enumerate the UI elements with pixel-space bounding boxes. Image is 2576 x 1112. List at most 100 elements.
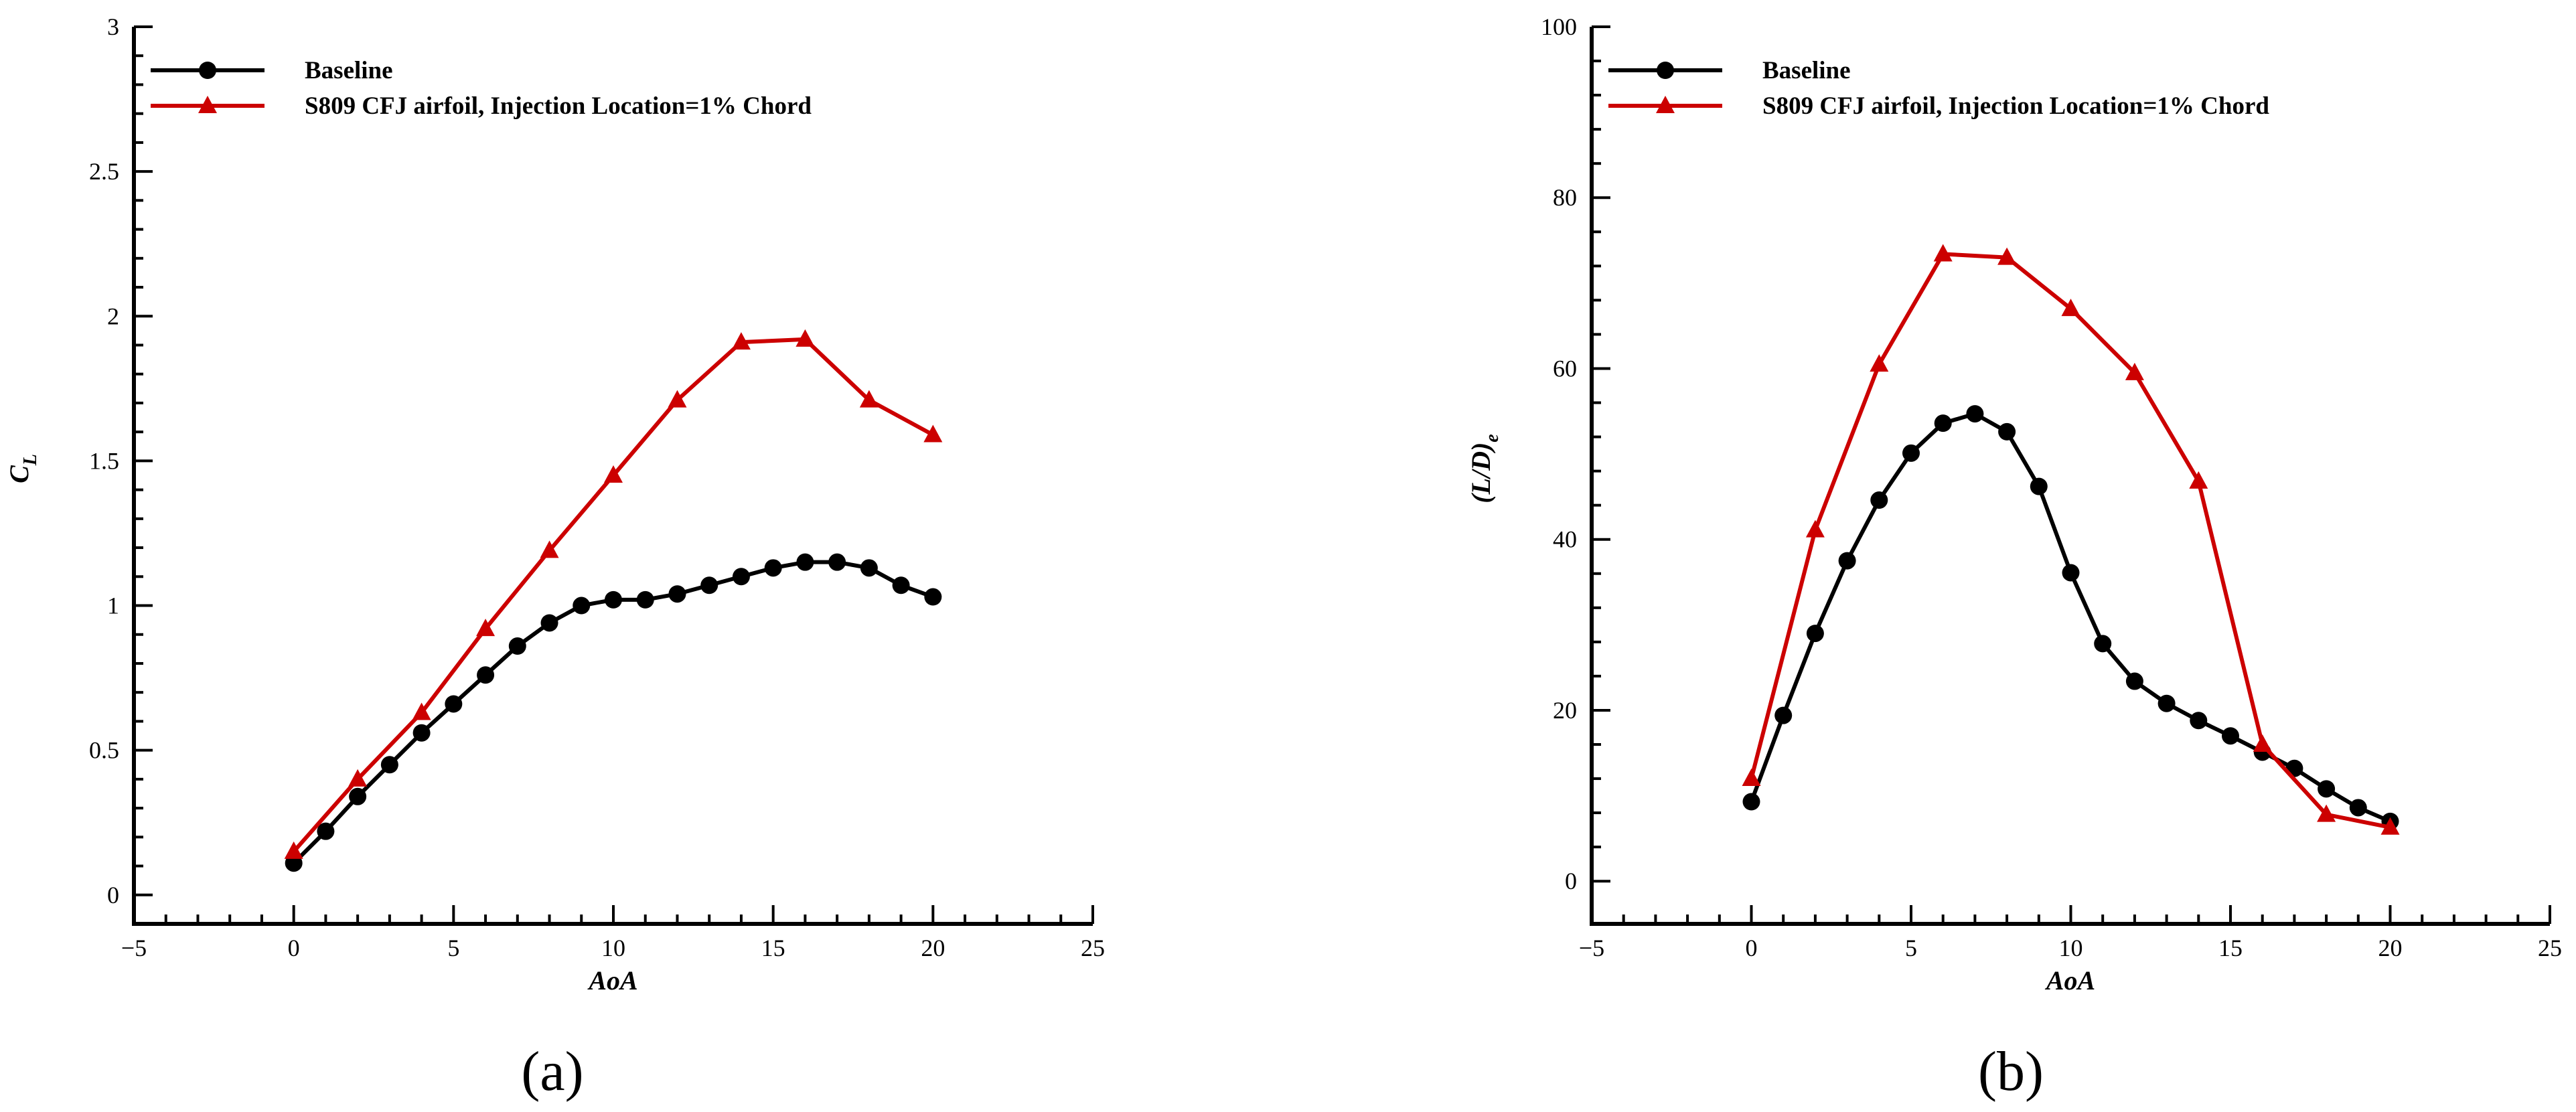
data-point-baseline: [1934, 414, 1952, 432]
x-axis-label: AoA: [587, 965, 637, 996]
data-point-cfj: [1805, 520, 1825, 538]
data-point-cfj: [2125, 362, 2144, 380]
panel-label-b: (b): [1978, 1040, 2044, 1103]
x-tick-label: 0: [1746, 935, 1758, 961]
y-tick-label: 1: [107, 592, 119, 619]
chart-a-cl: −5 0 5 10 15 20 25 0 0.5 1 1.5 2 2.5 3 AoA CL Baseline S8…: [4, 13, 1105, 996]
data-point-cfj: [668, 390, 687, 408]
x-tick-label: 15: [2218, 935, 2243, 961]
x-axis-label: AoA: [2044, 965, 2095, 996]
data-point-baseline: [924, 588, 942, 606]
chart-b-ld: −5 0 5 10 15 20 25 0 20 40 60 80 100 AoA (L/D)e Baselin…: [1466, 13, 2562, 996]
data-point-cfj: [923, 424, 943, 443]
legend-marker-cfj: [1656, 96, 1675, 113]
x-tick-label: −5: [1579, 935, 1604, 961]
data-point-baseline: [317, 822, 335, 840]
y-axis-label-subscript: e: [1482, 434, 1503, 442]
y-tick-label: 1.5: [89, 447, 119, 474]
data-point-cfj: [2317, 804, 2336, 822]
data-point-baseline: [380, 756, 398, 774]
x-tick-label: 5: [1905, 935, 1917, 961]
y-axis-label: (L/D)e: [1466, 434, 1503, 503]
data-point-baseline: [2190, 712, 2208, 730]
y-tick-label: 0: [107, 882, 119, 908]
data-point-cfj: [284, 841, 303, 859]
data-point-baseline: [445, 695, 463, 713]
data-point-baseline: [1998, 422, 2016, 441]
data-point-baseline: [349, 787, 367, 805]
data-point-baseline: [605, 590, 622, 609]
data-point-baseline: [892, 576, 910, 594]
data-point-baseline: [2222, 727, 2239, 745]
y-tick-label: 0: [1565, 868, 1577, 894]
data-point-baseline: [796, 553, 814, 571]
x-tick-label: 0: [288, 935, 300, 961]
x-tick-label: 25: [2538, 935, 2562, 961]
data-point-baseline: [764, 559, 782, 577]
data-point-baseline: [860, 559, 878, 577]
data-point-baseline: [2030, 477, 2048, 495]
data-point-cfj: [2189, 471, 2208, 489]
legend-label-1: S809 CFJ airfoil, Injection Location=1% …: [305, 92, 812, 120]
data-point-baseline: [732, 568, 750, 586]
data-point-cfj: [859, 390, 879, 408]
data-point-cfj: [540, 540, 559, 558]
legend-marker-baseline: [199, 62, 216, 79]
x-tick-label: −5: [121, 935, 147, 961]
data-point-baseline: [2349, 799, 2367, 817]
x-tick-label: 20: [921, 935, 945, 961]
data-point-cfj: [412, 702, 431, 720]
data-point-baseline: [2094, 635, 2112, 653]
data-point-baseline: [477, 666, 495, 684]
y-tick-label: 0.5: [89, 737, 119, 764]
legend-label-0: Baseline: [1762, 57, 1851, 84]
x-tick-label: 15: [761, 935, 785, 961]
data-point-cfj: [604, 465, 623, 483]
data-point-baseline: [573, 597, 591, 615]
data-point-cfj: [476, 619, 496, 637]
y-tick-label: 2.5: [89, 158, 119, 185]
panel-label-a: (a): [521, 1040, 583, 1103]
data-point-baseline: [668, 585, 686, 603]
data-point-baseline: [636, 590, 654, 609]
data-point-baseline: [1838, 552, 1856, 570]
legend-label-1: S809 CFJ airfoil, Injection Location=1% …: [1762, 92, 2269, 120]
data-point-baseline: [412, 724, 431, 742]
x-tick-label: 25: [1081, 935, 1105, 961]
data-point-cfj: [795, 329, 815, 347]
x-tick-label: 10: [601, 935, 625, 961]
x-tick-label: 5: [447, 935, 459, 961]
y-tick-label: 80: [1553, 184, 1577, 211]
data-point-cfj: [348, 769, 368, 787]
y-axis-label: CL: [4, 454, 41, 483]
data-point-baseline: [1870, 491, 1888, 509]
data-point-baseline: [828, 553, 846, 571]
legend-label-0: Baseline: [305, 57, 393, 84]
series-line-1: [1749, 252, 2391, 829]
legend-marker-baseline: [1657, 62, 1674, 79]
legend-marker-cfj: [198, 96, 217, 113]
data-point-cfj: [1997, 247, 2017, 265]
y-axis-label-subscript: L: [20, 454, 41, 466]
data-point-cfj: [1870, 354, 1889, 372]
data-point-cfj: [2061, 299, 2080, 317]
data-point-baseline: [700, 576, 718, 594]
data-point-cfj: [1933, 244, 1953, 262]
data-point-baseline: [1774, 706, 1793, 724]
y-tick-label: 20: [1553, 697, 1577, 724]
data-point-baseline: [1902, 444, 1920, 462]
y-tick-label: 100: [1541, 13, 1577, 40]
data-point-baseline: [1742, 793, 1760, 811]
data-point-cfj: [2253, 734, 2272, 752]
x-tick-label: 10: [2059, 935, 2083, 961]
data-point-baseline: [1966, 405, 1984, 423]
y-tick-label: 2: [107, 303, 119, 329]
data-point-cfj: [2380, 817, 2400, 835]
data-point-baseline: [1806, 625, 1824, 643]
data-point-cfj: [1742, 769, 1761, 787]
data-point-baseline: [540, 614, 558, 632]
y-tick-label: 3: [107, 13, 119, 40]
data-point-baseline: [2318, 780, 2336, 798]
y-axis-label-main: C: [4, 465, 34, 483]
